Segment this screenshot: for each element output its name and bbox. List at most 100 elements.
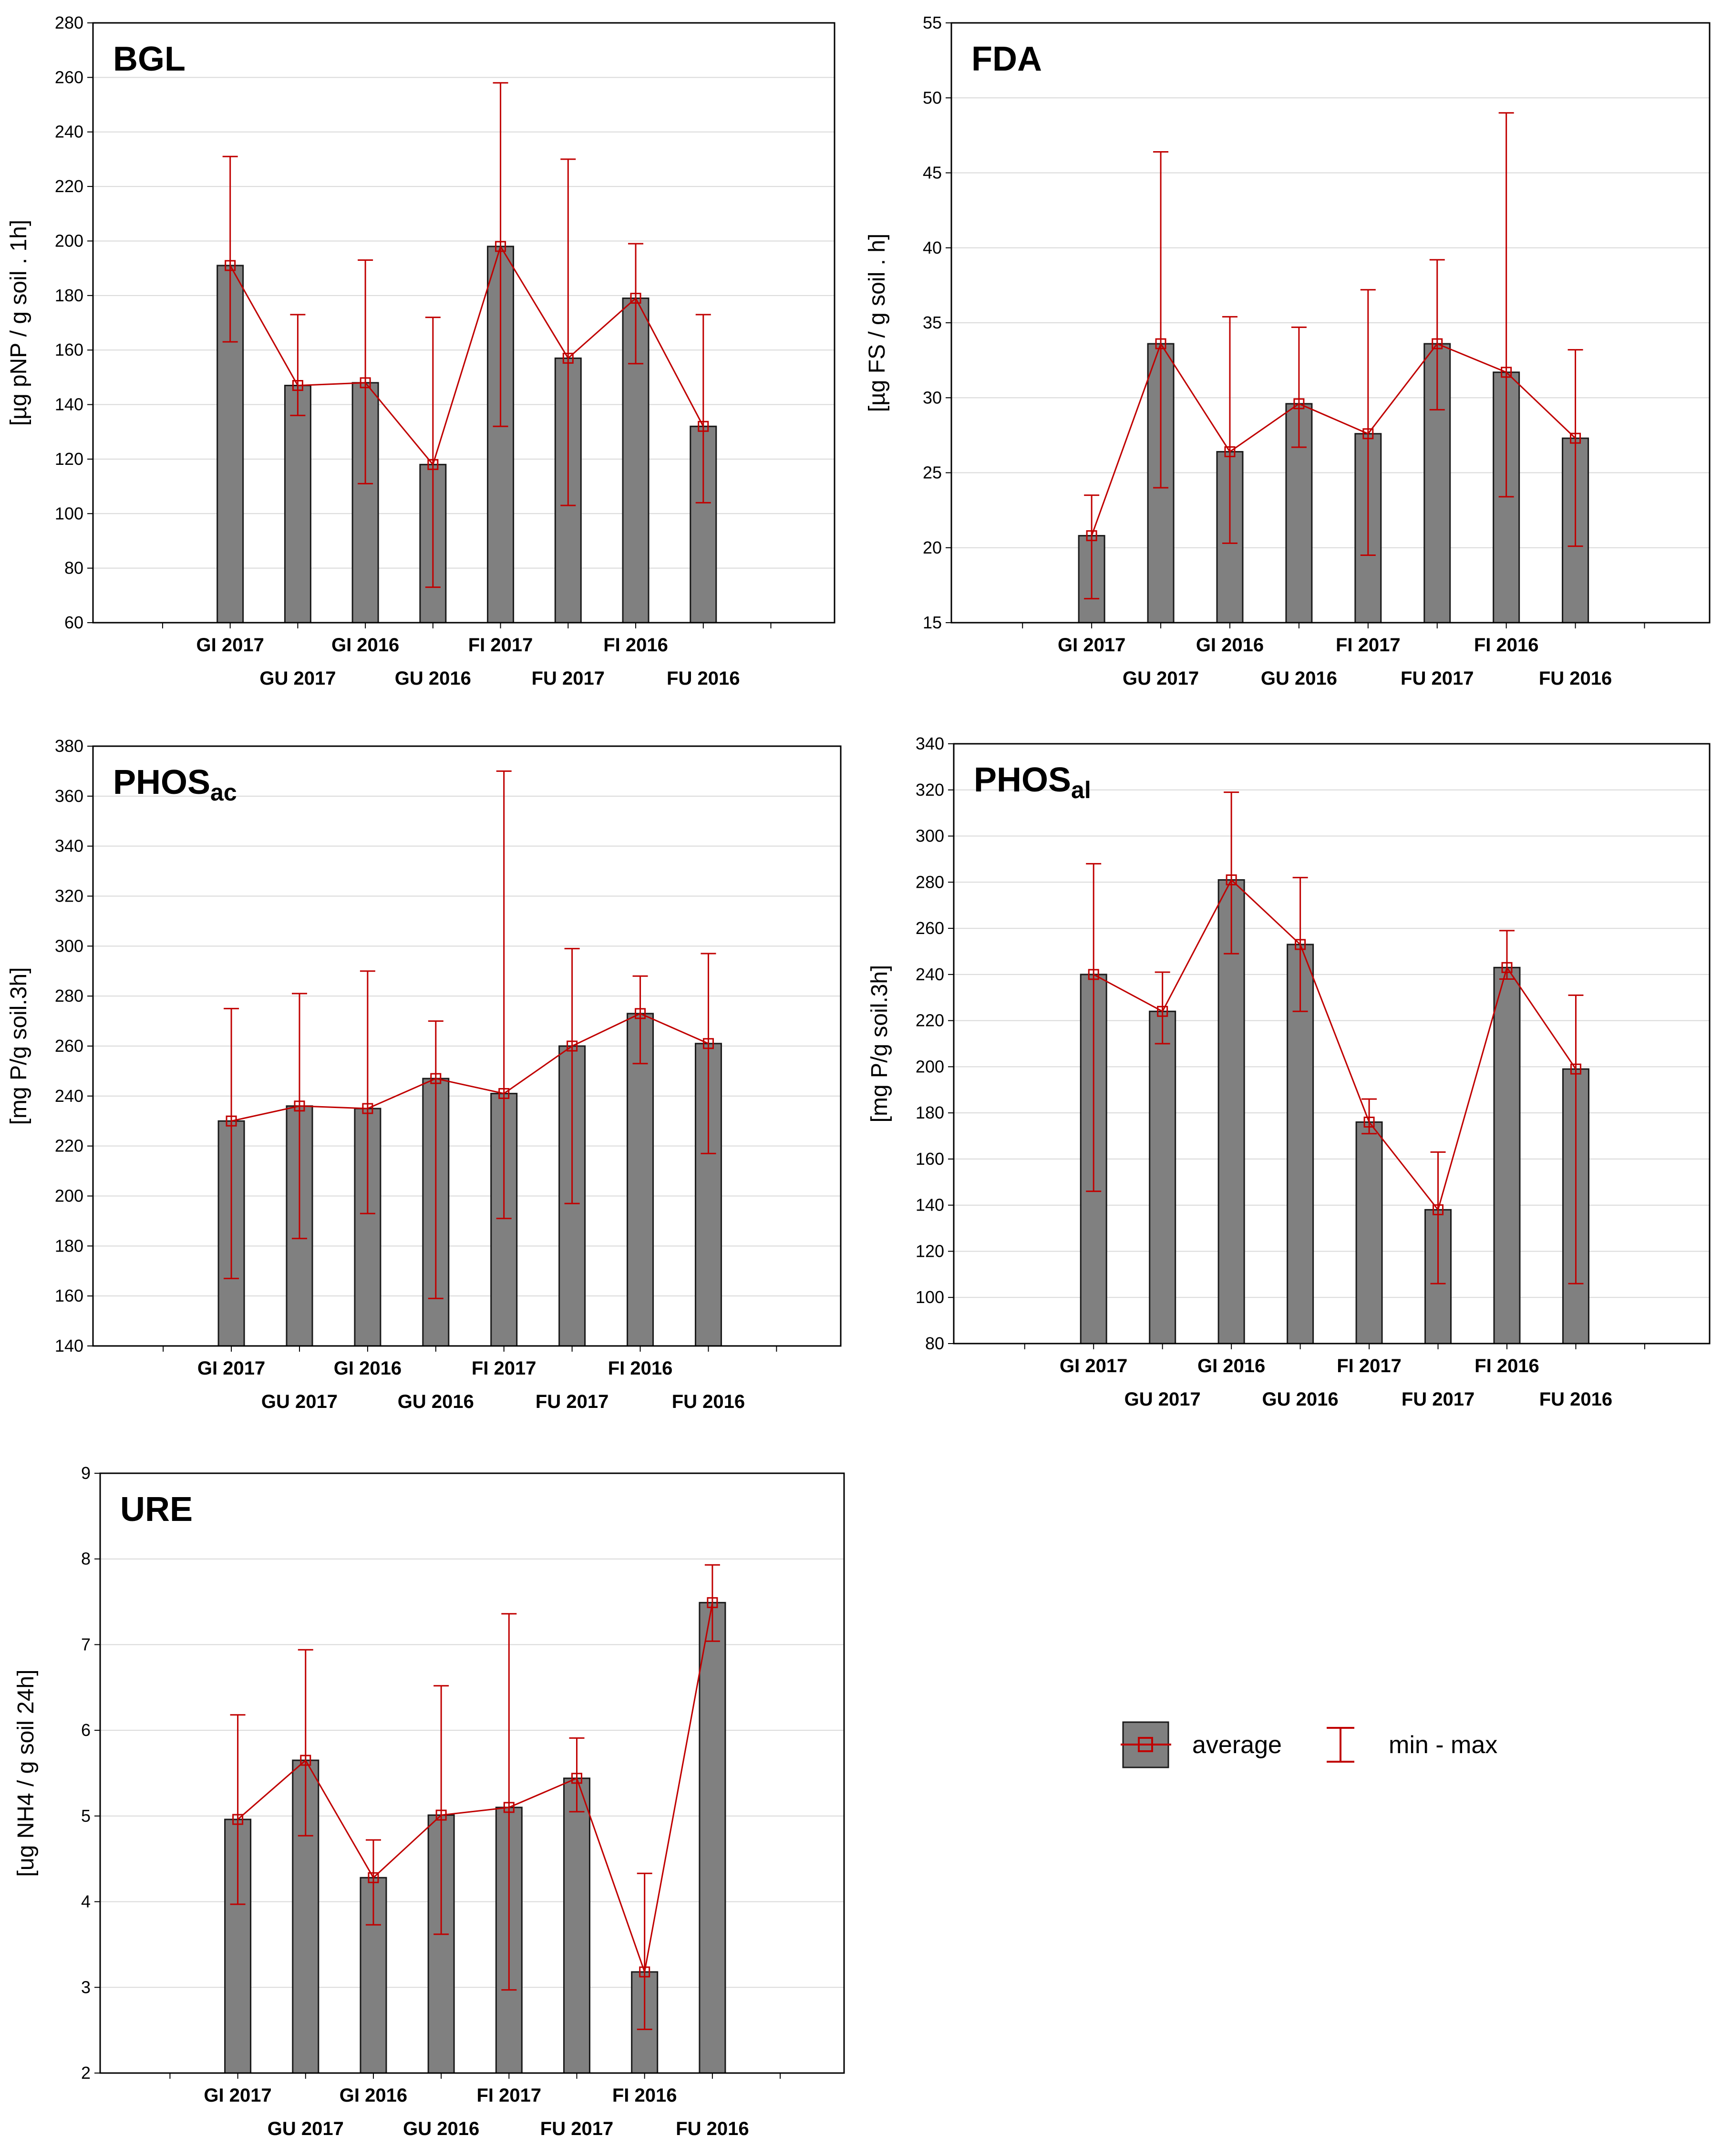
- y-tick-label: 40: [923, 238, 942, 257]
- average-marker: [1155, 338, 1166, 349]
- x-category-label: FI 2016: [608, 1358, 673, 1379]
- average-marker: [294, 1100, 305, 1112]
- panel-title-subscript: al: [1071, 777, 1091, 803]
- y-tick-label: 180: [55, 286, 83, 305]
- average-marker: [498, 1088, 510, 1099]
- y-tick-label: 2: [81, 2063, 91, 2083]
- y-tick-label: 280: [55, 986, 83, 1006]
- average-marker: [225, 260, 236, 271]
- y-tick-label: 55: [923, 13, 942, 32]
- average-marker: [698, 421, 709, 432]
- x-category-label: GI 2016: [334, 1358, 402, 1379]
- x-category-label: FU 2017: [1402, 1389, 1475, 1410]
- y-tick-label: 120: [55, 449, 83, 469]
- average-marker: [1570, 1063, 1581, 1075]
- x-category-label: GI 2017: [197, 1358, 265, 1379]
- x-category-label: FU 2017: [1401, 668, 1474, 689]
- y-tick-label: 240: [55, 1086, 83, 1106]
- x-category-label: GU 2016: [1261, 668, 1337, 689]
- y-tick-label: 100: [55, 503, 83, 523]
- y-tick-label: 160: [55, 1286, 83, 1305]
- chart-panel-phos-ac: 140 160 180 200 220 240 260 280 300 320 340 360 380 G…: [6, 736, 842, 1412]
- panel-title-main: PHOS: [974, 761, 1071, 799]
- x-category-label: GI 2016: [1196, 635, 1264, 656]
- y-tick-label: 6: [81, 1720, 91, 1740]
- plot-area: [100, 1473, 844, 2073]
- y-tick-label: 160: [55, 340, 83, 359]
- chart-panel-phos-al: 80 100 120 140 160 180 200 220 240 260 280 300 320 34…: [867, 734, 1711, 1410]
- y-tick-label: 8: [81, 1549, 91, 1569]
- y-tick-label: 45: [923, 163, 942, 183]
- y-tick-label: 260: [916, 918, 944, 938]
- panel-title-main: URE: [120, 1490, 193, 1529]
- legend-minmax-icon: [1327, 1727, 1354, 1763]
- x-category-label: FU 2017: [536, 1391, 608, 1412]
- average-line: [229, 245, 704, 466]
- x-category-label: GU 2016: [1262, 1389, 1339, 1410]
- average-marker: [702, 1038, 714, 1049]
- x-category-label: GI 2016: [1197, 1355, 1265, 1376]
- average-marker: [300, 1755, 311, 1766]
- average-marker: [292, 380, 303, 391]
- average-marker: [1501, 367, 1512, 378]
- x-category-label: GI 2016: [340, 2085, 407, 2106]
- average-line: [1093, 879, 1577, 1211]
- x-category-label: GU 2017: [268, 2118, 344, 2139]
- average-marker: [1088, 969, 1099, 980]
- y-tick-label: 140: [916, 1195, 944, 1215]
- y-tick-label: 140: [55, 1336, 83, 1355]
- average-marker: [360, 377, 371, 389]
- panel-title: PHOSac: [113, 763, 237, 806]
- average-marker: [639, 1966, 650, 1978]
- y-tick-label: 15: [923, 613, 942, 632]
- x-category-label: FU 2016: [672, 1391, 745, 1412]
- y-tick-label: 30: [923, 388, 942, 407]
- average-marker: [1570, 432, 1581, 444]
- y-tick-label: 240: [916, 965, 944, 984]
- y-tick-label: 80: [64, 558, 83, 578]
- y-tick-label: 180: [916, 1103, 944, 1122]
- y-tick-label: 60: [64, 613, 83, 632]
- y-tick-label: 280: [55, 13, 83, 32]
- average-marker: [567, 1040, 578, 1052]
- x-category-label: FI 2016: [1475, 1355, 1539, 1376]
- y-tick-label: 100: [916, 1287, 944, 1307]
- y-tick-label: 9: [81, 1463, 91, 1483]
- bar: [1149, 1010, 1176, 1345]
- y-tick-label: 320: [55, 886, 83, 906]
- y-tick-label: 3: [81, 1977, 91, 1997]
- x-category-label: FI 2017: [468, 635, 533, 656]
- plot-frame: [99, 1472, 845, 2074]
- y-axis-label: [ug NH4 / g soil 24h]: [13, 1670, 39, 1877]
- x-category-label: FI 2017: [1336, 635, 1401, 656]
- bar: [563, 1777, 591, 2074]
- y-tick-label: 50: [923, 88, 942, 107]
- x-category-label: GU 2016: [398, 1391, 474, 1412]
- y-tick-label: 220: [916, 1011, 944, 1030]
- plot-area: [954, 744, 1710, 1344]
- average-marker: [1086, 530, 1097, 542]
- x-category-label: FU 2017: [540, 2118, 613, 2139]
- x-category-label: FI 2016: [1474, 635, 1539, 656]
- average-marker: [635, 1008, 646, 1019]
- y-tick-label: 120: [916, 1241, 944, 1261]
- y-tick-label: 4: [81, 1892, 91, 1911]
- y-tick-label: 360: [55, 786, 83, 806]
- y-tick-label: 220: [55, 176, 83, 196]
- average-marker: [430, 1073, 442, 1084]
- average-marker: [562, 352, 574, 364]
- x-category-label: GU 2017: [259, 668, 336, 689]
- legend-average-label: average: [1192, 1731, 1282, 1759]
- x-category-label: FI 2017: [472, 1358, 536, 1379]
- average-marker: [1157, 1006, 1168, 1017]
- x-category-label: FU 2016: [667, 668, 740, 689]
- average-line: [1091, 342, 1576, 536]
- y-tick-label: 340: [916, 734, 944, 753]
- y-tick-label: 340: [55, 836, 83, 856]
- y-tick-label: 280: [916, 872, 944, 892]
- y-tick-label: 25: [923, 463, 942, 483]
- average-marker: [495, 241, 506, 252]
- y-axis-label: [µg FS / g soil . h]: [865, 234, 890, 412]
- panel-title-subscript: ac: [210, 779, 237, 806]
- average-marker: [1432, 338, 1443, 349]
